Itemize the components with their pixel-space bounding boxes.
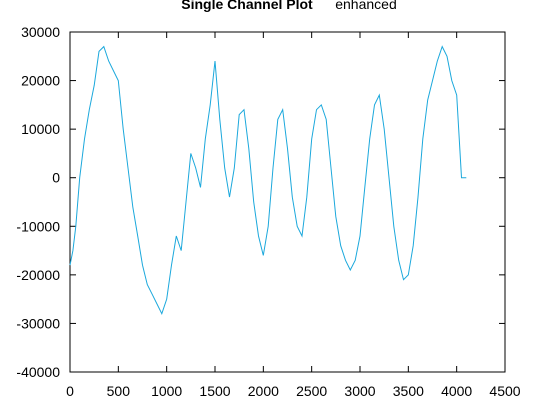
x-tick-label: 500 — [107, 383, 131, 399]
y-tick-label: -30000 — [16, 315, 60, 331]
chart-subtitle: enhanced — [335, 0, 397, 12]
y-tick-label: 0 — [52, 170, 60, 186]
chart-title: Single Channel Plot — [181, 0, 313, 12]
x-tick-label: 0 — [66, 383, 74, 399]
plot-frame — [69, 31, 506, 373]
series-line — [69, 45, 467, 316]
x-tick-label: 4500 — [489, 383, 520, 399]
y-tick-label: -10000 — [16, 218, 60, 234]
x-tick-label: 3500 — [393, 383, 424, 399]
y-tick-label: -40000 — [16, 364, 60, 380]
x-tick-label: 1500 — [199, 383, 230, 399]
x-tick-label: 4000 — [441, 383, 472, 399]
y-tick-label: 20000 — [21, 73, 60, 89]
x-tick-label: 2500 — [296, 383, 327, 399]
x-tick-label: 3000 — [344, 383, 375, 399]
y-tick-label: 30000 — [21, 24, 60, 40]
x-tick-label: 1000 — [151, 383, 182, 399]
axis-ticks: 0 500 1000 1500 2000 2500 3000 3500 4000 4500 -400… — [16, 24, 520, 399]
plot-area — [69, 31, 506, 373]
series-group — [69, 45, 467, 316]
y-tick-label: -20000 — [16, 267, 60, 283]
y-tick-label: 10000 — [21, 121, 60, 137]
x-tick-label: 2000 — [248, 383, 279, 399]
